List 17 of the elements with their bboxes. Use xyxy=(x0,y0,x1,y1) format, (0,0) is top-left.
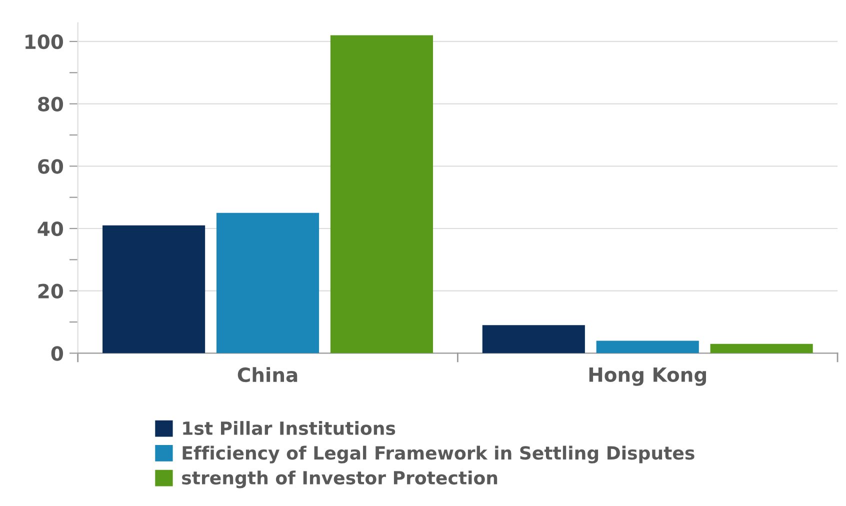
y-tick-label: 0 xyxy=(51,346,64,361)
legend-label: 1st Pillar Institutions xyxy=(183,421,396,436)
bar xyxy=(102,225,206,354)
legend-label: Efficiency of Legal Framework in Settling Disputes xyxy=(182,446,694,464)
y-tick-label: 80 xyxy=(38,96,64,112)
y-tick-label: 60 xyxy=(38,159,64,174)
bar xyxy=(710,344,813,354)
bar xyxy=(482,325,585,354)
y-tick-label: 20 xyxy=(38,284,64,299)
y-tick-label: 40 xyxy=(38,221,64,236)
bar xyxy=(330,35,433,354)
y-tick-label: 100 xyxy=(26,34,64,50)
legend-label: strength of Investor Protection xyxy=(182,470,498,488)
x-tick-label: China xyxy=(238,367,298,382)
x-tick-label: Hong Kong xyxy=(589,368,706,386)
bar xyxy=(596,340,699,354)
bar xyxy=(216,212,320,354)
